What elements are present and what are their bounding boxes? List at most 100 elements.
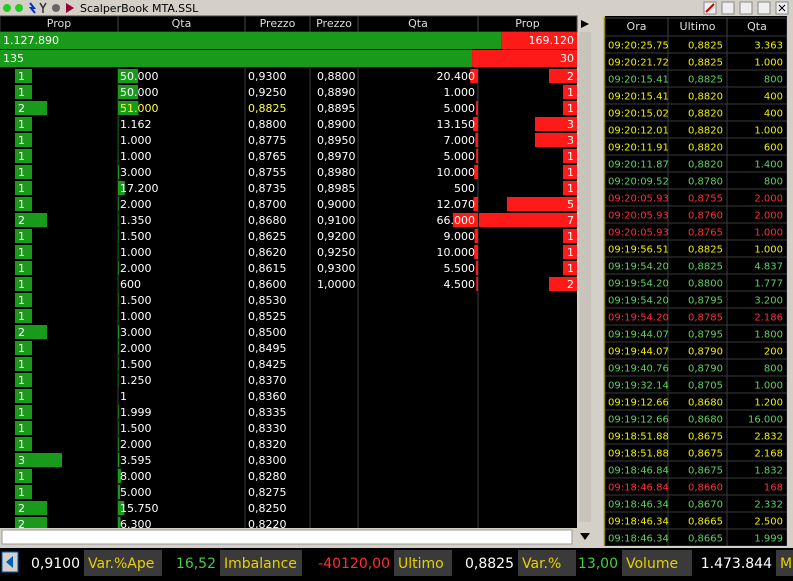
bid-qty-bar <box>118 69 138 83</box>
bid-price: 0,9300 <box>248 70 287 83</box>
trade-price: 0,8825 <box>688 75 723 86</box>
trade-price: 0,8675 <box>688 466 723 477</box>
trade-qty: 1.999 <box>754 534 783 545</box>
bid-prop: 2 <box>18 102 25 115</box>
bid-price: 0,8360 <box>248 390 287 403</box>
status-label: M <box>780 556 792 572</box>
ask-qty: 9.000 <box>444 230 476 243</box>
bid-qty: 1.500 <box>120 230 152 243</box>
ask-total-bar <box>472 50 577 67</box>
scroll-track[interactable] <box>579 32 591 522</box>
status-label: Ultimo <box>398 556 444 572</box>
bid-prop-bar <box>15 181 32 195</box>
bid-prop: 1 <box>18 198 25 211</box>
trade-time: 09:20:15.02 <box>608 109 669 120</box>
bid-qty-bar <box>118 501 125 515</box>
trade-qty: 2.000 <box>754 211 783 222</box>
bid-qty: 1.000 <box>120 150 152 163</box>
bid-prop-bar <box>15 261 32 275</box>
trade-qty: 2.832 <box>754 432 783 443</box>
bid-prop: 1 <box>18 310 25 323</box>
bid-price: 0,8320 <box>248 438 287 451</box>
bid-qty-bar <box>118 165 120 179</box>
trade-qty: 2.000 <box>754 194 783 205</box>
trade-time: 09:19:44.07 <box>608 330 669 341</box>
maximize-button[interactable] <box>757 1 771 15</box>
bid-qty-bar <box>118 325 120 339</box>
bid-prop-bar <box>15 101 47 115</box>
bid-prop-bar <box>15 373 32 387</box>
restore-button[interactable] <box>739 1 753 15</box>
trade-price: 0,8785 <box>688 313 723 324</box>
trade-time: 09:19:54.20 <box>608 296 669 307</box>
title-bar <box>0 0 793 16</box>
ask-prop: 7 <box>567 214 574 227</box>
play-icon[interactable] <box>66 3 74 13</box>
settings-icon[interactable] <box>52 4 60 12</box>
ask-qty-bar <box>452 213 478 227</box>
trade-price: 0,8665 <box>688 517 723 528</box>
window-title: ScalperBook MTA.SSL <box>80 2 199 15</box>
bid-qty-bar <box>118 357 119 371</box>
scroll-arrow[interactable] <box>580 533 590 540</box>
status-label-cell <box>622 550 692 576</box>
bid-prop: 1 <box>18 86 25 99</box>
trade-price: 0,8680 <box>688 415 723 426</box>
ask-price: 0,8900 <box>317 118 356 131</box>
bid-price: 0,8700 <box>248 198 287 211</box>
trade-qty: 3.363 <box>754 41 783 52</box>
trade-time: 09:20:05.93 <box>608 194 669 205</box>
trade-qty: 1.000 <box>754 245 783 256</box>
trade-time: 09:19:54.20 <box>608 262 669 273</box>
bid-qty-bar <box>118 405 119 419</box>
bid-qty-bar <box>118 437 119 451</box>
status-label: Var.%Ape <box>88 556 154 572</box>
trade-price: 0,8760 <box>688 211 723 222</box>
minimize-button[interactable] <box>721 1 735 15</box>
scroll-arrow[interactable] <box>581 20 589 28</box>
ask-qty-bar <box>474 245 478 259</box>
ask-prop: 1 <box>567 262 574 275</box>
trade-time: 09:18:46.34 <box>608 534 669 545</box>
bid-price: 0,8495 <box>248 342 287 355</box>
status-icon[interactable] <box>15 4 23 12</box>
trade-qty: 2.186 <box>754 313 783 324</box>
ask-qty-bar <box>473 117 478 131</box>
status-icon[interactable] <box>3 4 11 12</box>
bid-qty: 2.000 <box>120 438 152 451</box>
bid-price: 0,8220 <box>248 518 287 531</box>
status-value: 0,8825 <box>465 556 514 572</box>
trade-price: 0,8825 <box>688 41 723 52</box>
tool-icon <box>705 3 715 13</box>
ask-price: 0,8970 <box>317 150 356 163</box>
tool-icon[interactable] <box>28 2 37 14</box>
bid-prop-bar <box>15 517 47 531</box>
trade-time: 09:18:46.84 <box>608 483 669 494</box>
bid-qty-bar <box>118 181 125 195</box>
trade-price: 0,8665 <box>688 534 723 545</box>
filter-icon[interactable] <box>39 2 47 13</box>
trade-time: 09:18:51.88 <box>608 449 669 460</box>
ask-prop: 2 <box>567 70 574 83</box>
column-header: Qta <box>408 17 428 30</box>
status-label-cell <box>220 550 302 576</box>
status-value-cell <box>452 550 518 576</box>
status-value: -40120,00 <box>318 556 390 572</box>
bid-qty: 6.300 <box>120 518 152 531</box>
ask-prop: 1 <box>567 246 574 259</box>
bid-prop-bar <box>15 357 32 371</box>
ask-prop-bar <box>479 213 577 227</box>
ask-price: 0,9000 <box>317 198 356 211</box>
bid-prop: 2 <box>18 502 25 515</box>
bid-prop: 1 <box>18 134 25 147</box>
ask-prop-bar <box>563 181 577 195</box>
column-header: Prop <box>47 17 71 30</box>
ask-total: 169.120 <box>529 34 575 47</box>
bid-prop: 1 <box>18 438 25 451</box>
trade-time: 09:19:54.20 <box>608 279 669 290</box>
bid-price: 0,8300 <box>248 454 287 467</box>
tape-border <box>603 16 605 546</box>
trade-time: 09:20:09.52 <box>608 177 669 188</box>
trade-qty: 1.200 <box>754 398 783 409</box>
status-label-cell <box>394 550 452 576</box>
